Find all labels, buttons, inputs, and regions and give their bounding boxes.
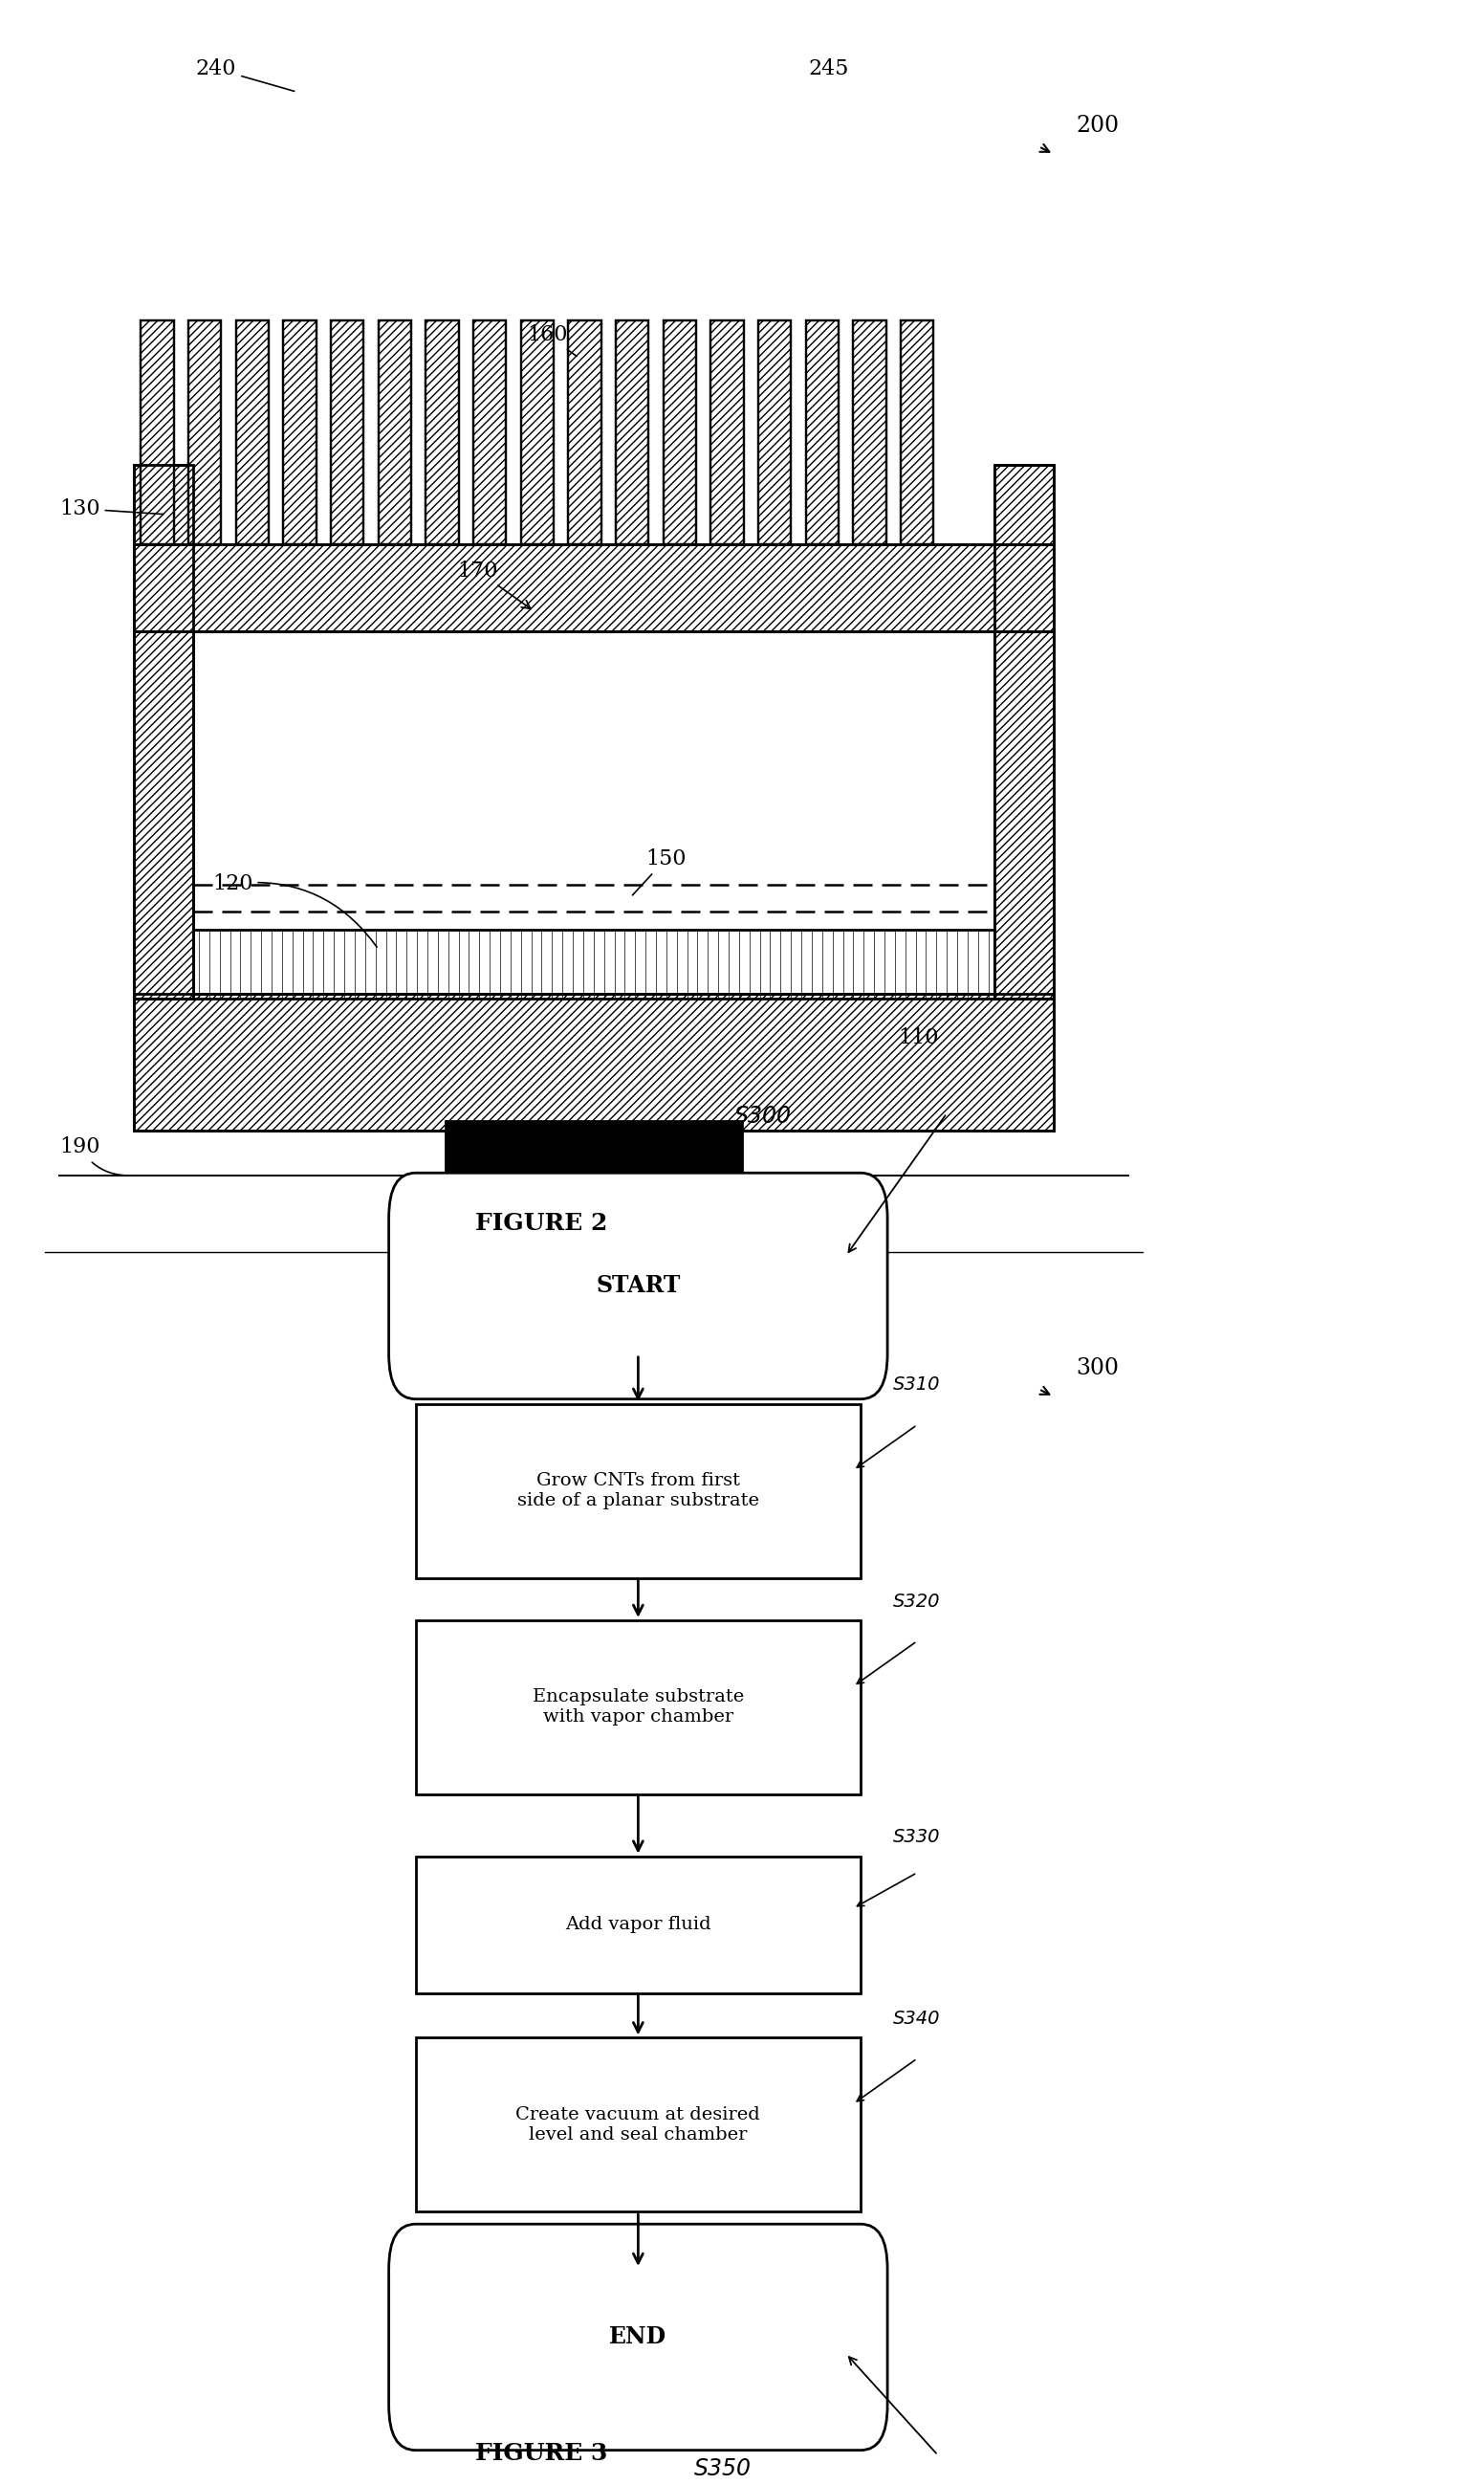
Bar (193, 631, 994, 929)
Text: S300: S300 (735, 1106, 792, 1128)
Bar (236, 321, 269, 544)
Bar (134, 544, 1054, 631)
Text: 200: 200 (1076, 114, 1119, 137)
Text: FIGURE 2: FIGURE 2 (475, 1213, 608, 1235)
Text: 110: 110 (898, 1026, 938, 1049)
Bar (283, 321, 316, 544)
Bar (853, 321, 886, 544)
Bar (806, 321, 838, 544)
Bar (331, 321, 364, 544)
Text: Encapsulate substrate
with vapor chamber: Encapsulate substrate with vapor chamber (533, 1690, 743, 1725)
Bar (758, 321, 791, 544)
FancyBboxPatch shape (389, 1173, 887, 1399)
Bar (188, 321, 221, 544)
Bar (378, 321, 411, 544)
Text: S330: S330 (893, 1829, 941, 1846)
Text: END: END (610, 2326, 666, 2348)
Bar (416, 1404, 861, 1578)
Bar (663, 321, 696, 544)
Bar (188, 321, 221, 544)
Text: FIGURE 3: FIGURE 3 (475, 2443, 608, 2465)
Text: 150: 150 (632, 847, 686, 895)
Bar (853, 321, 886, 544)
Bar (901, 321, 933, 544)
Bar (416, 2038, 861, 2212)
Bar (711, 321, 743, 544)
Text: 190: 190 (59, 1136, 131, 1175)
Bar (758, 321, 791, 544)
Bar (901, 321, 933, 544)
Text: 300: 300 (1076, 1357, 1119, 1379)
Text: S340: S340 (893, 2010, 941, 2028)
Bar (994, 465, 1054, 999)
Text: 180: 180 (524, 1133, 564, 1156)
Bar (711, 321, 743, 544)
Bar (426, 321, 459, 544)
Bar (521, 321, 554, 544)
Bar (521, 321, 554, 544)
Bar (236, 321, 269, 544)
Bar (994, 465, 1054, 999)
Text: S350: S350 (695, 2458, 752, 2480)
Bar (134, 994, 1054, 1131)
Text: Create vacuum at desired
level and seal chamber: Create vacuum at desired level and seal … (516, 2107, 760, 2142)
Bar (416, 1856, 861, 1993)
Text: S310: S310 (893, 1377, 941, 1394)
Text: S320: S320 (893, 1593, 941, 1610)
Bar (663, 321, 696, 544)
Bar (378, 321, 411, 544)
Bar (331, 321, 364, 544)
Bar (568, 321, 601, 544)
Bar (445, 1121, 742, 1175)
Text: 245: 245 (809, 57, 849, 80)
Text: START: START (597, 1275, 680, 1297)
Bar (141, 321, 174, 544)
Text: 240: 240 (196, 57, 294, 92)
Text: 130: 130 (59, 497, 163, 519)
FancyBboxPatch shape (389, 2224, 887, 2450)
Text: Add vapor fluid: Add vapor fluid (565, 1916, 711, 1933)
Bar (141, 321, 174, 544)
Bar (473, 321, 506, 544)
Bar (426, 321, 459, 544)
Bar (134, 544, 1054, 631)
Bar (283, 321, 316, 544)
Text: 170: 170 (457, 559, 531, 609)
Bar (134, 994, 1054, 1131)
Text: Grow CNTs from first
side of a planar substrate: Grow CNTs from first side of a planar su… (516, 1474, 760, 1508)
Bar (616, 321, 649, 544)
Bar (134, 465, 193, 999)
Bar (193, 929, 994, 999)
Bar (568, 321, 601, 544)
Bar (416, 1620, 861, 1794)
Bar (806, 321, 838, 544)
Text: 160: 160 (527, 323, 577, 355)
Bar (134, 465, 193, 999)
Bar (473, 321, 506, 544)
Text: 120: 120 (212, 872, 377, 947)
Bar (616, 321, 649, 544)
